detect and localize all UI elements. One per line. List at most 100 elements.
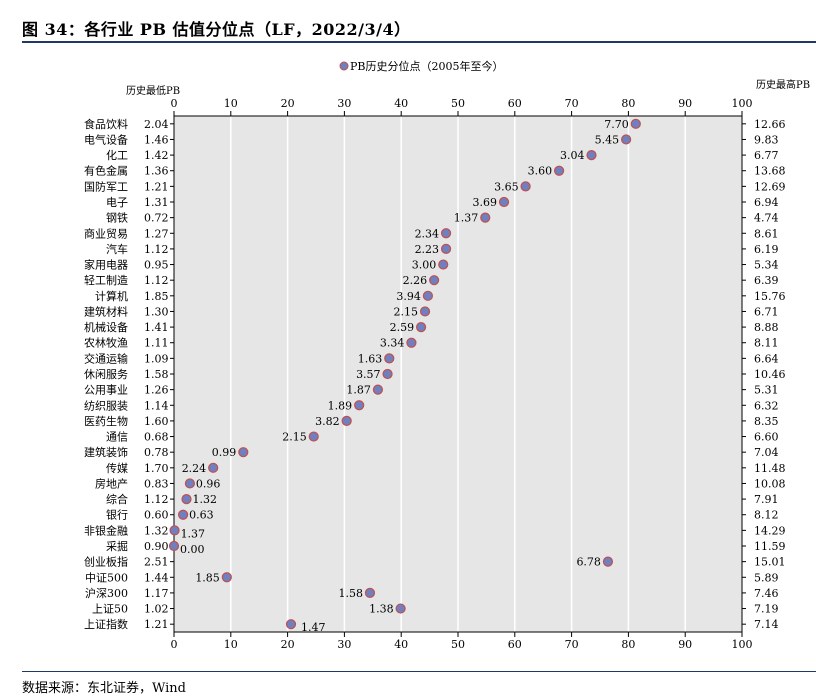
current-pb-label: 0.00 xyxy=(180,543,205,556)
current-pb-label: 0.99 xyxy=(212,446,237,459)
historical-min-pb: 1.58 xyxy=(144,368,169,381)
industry-name: 纺织服装 xyxy=(84,398,128,412)
industry-row: 传媒 1.70 11.48 2.24 xyxy=(106,462,786,475)
percentile-marker xyxy=(177,509,189,520)
top-tick-label: 10 xyxy=(224,97,238,110)
current-pb-label: 3.00 xyxy=(412,259,437,272)
percentile-marker xyxy=(406,337,417,348)
industry-name: 公用事业 xyxy=(84,384,128,397)
historical-min-pb: 0.95 xyxy=(144,259,169,272)
industry-row: 机械设备 1.41 8.88 2.59 xyxy=(84,320,779,334)
percentile-marker xyxy=(238,447,249,458)
industry-row: 交通运输 1.09 6.64 1.63 xyxy=(84,351,779,365)
industry-name: 轻工制造 xyxy=(84,273,128,287)
historical-max-pb: 6.32 xyxy=(754,399,779,412)
industry-name: 银行 xyxy=(106,508,128,522)
historical-min-pb: 2.51 xyxy=(144,556,169,569)
industry-name: 上证指数 xyxy=(84,617,128,631)
historical-max-pb: 7.19 xyxy=(754,603,779,616)
historical-max-pb: 5.31 xyxy=(754,384,779,397)
historical-min-pb: 1.12 xyxy=(144,243,169,256)
historical-min-pb: 1.41 xyxy=(144,321,169,334)
historical-min-pb: 1.12 xyxy=(144,274,169,287)
industry-name: 家用电器 xyxy=(84,258,128,272)
current-pb-label: 0.63 xyxy=(189,509,214,522)
historical-min-pb: 1.09 xyxy=(144,352,169,365)
percentile-marker xyxy=(168,540,180,552)
current-pb-label: 1.37 xyxy=(454,212,479,225)
industry-name: 综合 xyxy=(106,492,128,506)
current-pb-label: 3.82 xyxy=(315,415,340,428)
industry-row: 公用事业 1.26 5.31 1.87 xyxy=(84,384,779,397)
historical-min-pb: 1.26 xyxy=(144,384,169,397)
industry-row: 有色金属 1.36 13.68 3.60 xyxy=(84,164,786,178)
current-pb-label: 5.45 xyxy=(595,133,620,146)
industry-row: 农林牧渔 1.11 8.11 3.34 xyxy=(84,336,779,350)
percentile-marker xyxy=(440,228,452,239)
historical-min-pb: 1.30 xyxy=(144,305,169,318)
historical-max-pb: 13.68 xyxy=(754,165,786,178)
historical-min-pb: 1.17 xyxy=(144,587,169,600)
top-tick-label: 80 xyxy=(621,97,635,110)
industry-name: 上证50 xyxy=(92,603,128,616)
historical-max-pb: 6.77 xyxy=(754,149,779,162)
historical-max-pb: 12.69 xyxy=(754,180,786,193)
percentile-marker xyxy=(586,149,597,161)
top-tick-label: 0 xyxy=(171,97,178,110)
current-pb-label: 2.15 xyxy=(394,305,419,318)
bottom-tick-label: 50 xyxy=(451,638,465,651)
historical-min-pb: 1.14 xyxy=(144,399,169,412)
title-rule xyxy=(22,41,816,43)
historical-min-pb: 1.31 xyxy=(144,196,169,209)
percentile-marker xyxy=(440,243,452,255)
historical-max-pb: 15.76 xyxy=(754,290,786,303)
historical-min-pb: 0.90 xyxy=(144,540,169,553)
current-pb-label: 6.78 xyxy=(576,556,601,569)
industry-row: 建筑装饰 0.78 7.04 0.99 xyxy=(84,445,779,459)
percentile-marker xyxy=(354,400,365,411)
historical-max-pb: 11.59 xyxy=(754,540,786,553)
historical-max-pb: 10.46 xyxy=(754,368,786,381)
industry-name: 交通运输 xyxy=(84,351,128,365)
historical-max-pb: 15.01 xyxy=(754,556,786,569)
industry-row: 沪深300 1.17 7.46 1.58 xyxy=(85,586,779,600)
bottom-tick-label: 0 xyxy=(171,638,178,651)
industry-row: 创业板指 2.51 15.01 6.78 xyxy=(84,555,786,569)
historical-max-pb: 6.39 xyxy=(754,274,779,287)
industry-row: 休闲服务 1.58 10.46 3.57 xyxy=(84,367,786,381)
historical-min-pb: 1.42 xyxy=(144,149,169,162)
historical-max-pb: 14.29 xyxy=(754,524,786,537)
industry-name: 汽车 xyxy=(106,242,128,256)
industry-row: 钢铁 0.72 4.74 1.37 xyxy=(106,212,779,225)
percentile-marker xyxy=(308,431,319,442)
industry-name: 化工 xyxy=(106,148,128,162)
historical-min-pb: 1.46 xyxy=(144,133,169,146)
historical-max-pb: 10.08 xyxy=(754,477,786,490)
percentile-marker xyxy=(621,134,632,145)
industry-rows: 食品饮料 2.04 12.66 7.70 电气设备 1.46 9.83 5.45 化工 1.42 6… xyxy=(84,117,786,634)
current-pb-label: 1.63 xyxy=(358,352,383,365)
historical-min-pb: 1.36 xyxy=(144,165,169,178)
industry-name: 采掘 xyxy=(106,539,128,553)
industry-row: 银行 0.60 8.12 0.63 xyxy=(106,508,779,522)
percentile-marker xyxy=(429,275,440,286)
industry-row: 家用电器 0.95 5.34 3.00 xyxy=(84,258,779,272)
industry-row: 上证50 1.02 7.19 1.38 xyxy=(92,603,779,616)
industry-name: 有色金属 xyxy=(84,164,128,178)
current-pb-label: 2.26 xyxy=(403,274,428,287)
bottom-tick-label: 10 xyxy=(224,638,238,651)
industry-name: 休闲服务 xyxy=(84,367,128,381)
industry-row: 国防军工 1.21 12.69 3.65 xyxy=(84,179,786,193)
current-pb-label: 2.15 xyxy=(282,431,307,444)
industry-row: 汽车 1.12 6.19 2.23 xyxy=(106,242,779,256)
historical-max-pb: 5.34 xyxy=(754,259,779,272)
industry-name: 机械设备 xyxy=(84,320,128,334)
current-pb-label: 1.87 xyxy=(346,384,371,397)
percentile-marker xyxy=(184,478,196,489)
industry-row: 建筑材料 1.30 6.71 2.15 xyxy=(84,304,779,318)
percentile-marker xyxy=(520,181,531,192)
industry-row: 中证500 1.44 5.89 1.85 xyxy=(85,571,779,584)
historical-min-pb: 1.32 xyxy=(144,524,169,537)
industry-row: 综合 1.12 7.91 1.32 xyxy=(106,492,779,506)
data-source: 数据来源：东北证券，Wind xyxy=(22,681,186,696)
